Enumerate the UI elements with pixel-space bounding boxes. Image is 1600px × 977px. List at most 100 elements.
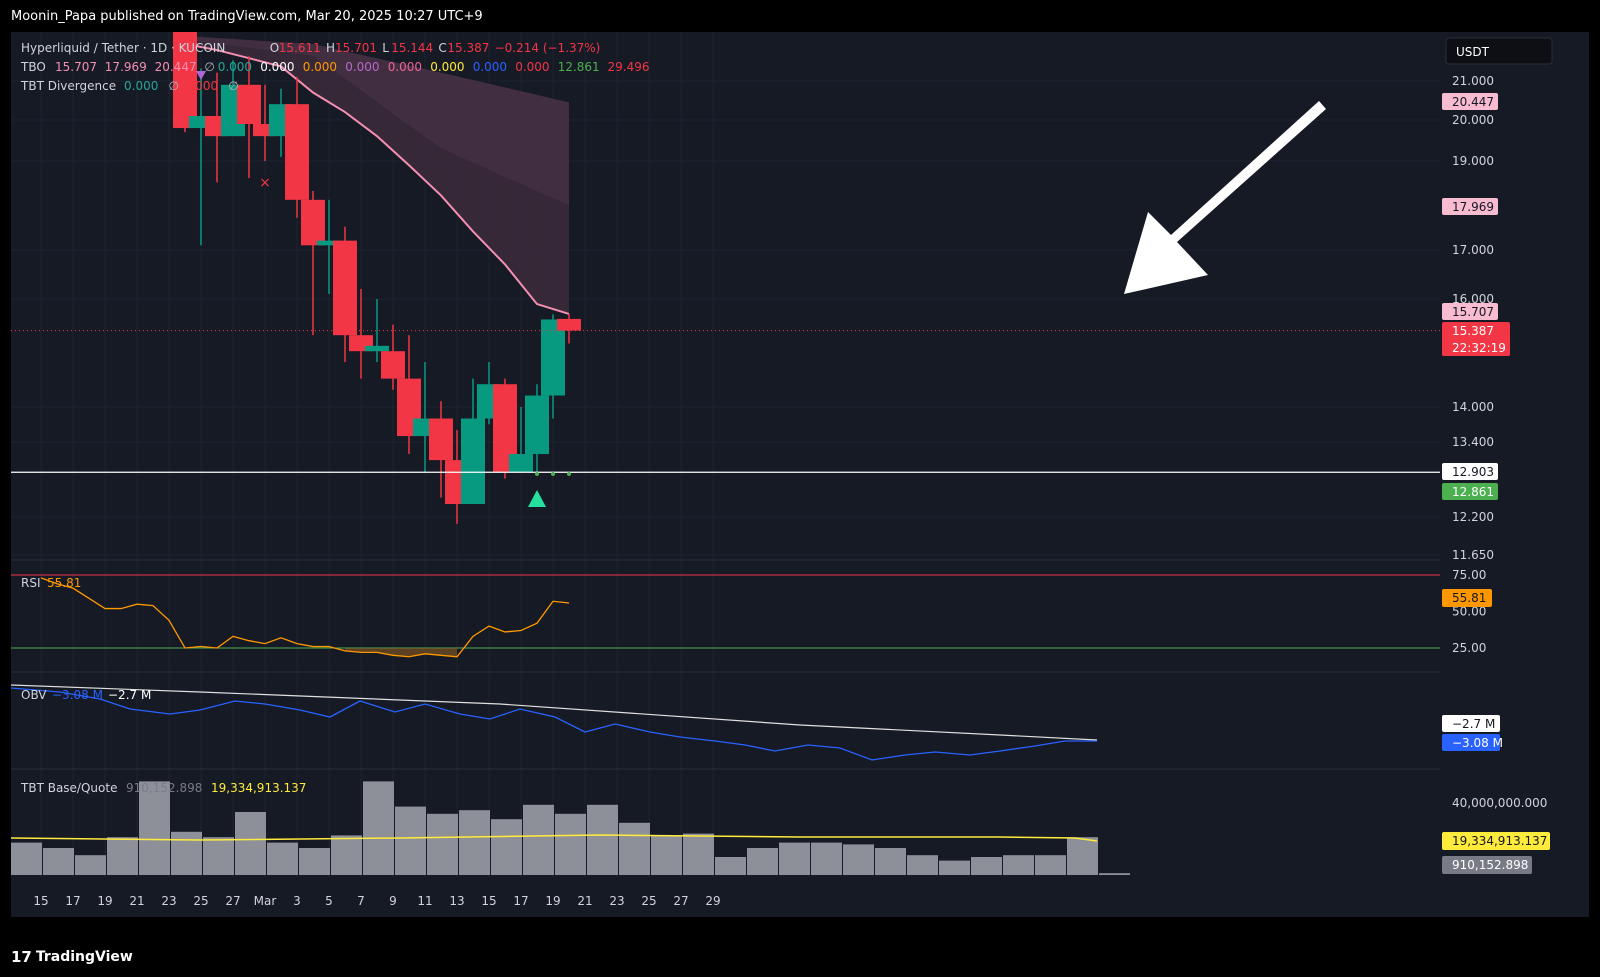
volume-bar (11, 842, 42, 875)
volume-axis-label: 40,000,000.000 (1452, 796, 1547, 810)
price-tick-label: 19.000 (1452, 154, 1494, 168)
obv-tag-label: −3.08 M (1452, 736, 1503, 750)
time-tick-label: 25 (193, 894, 208, 908)
price-tick-label: 11.650 (1452, 548, 1494, 562)
volume-bar (299, 848, 330, 875)
volume-bar (715, 857, 746, 875)
candle-body (429, 418, 453, 461)
candles[interactable] (173, 32, 581, 524)
price-tag (1442, 303, 1498, 320)
rsi-level-label: 25.00 (1452, 641, 1486, 655)
obv-line (10, 687, 1097, 761)
price-axis[interactable]: USDT 21.000 20.000 19.000 17.000 16.000 14.000… (1440, 32, 1589, 917)
volume-bar (491, 819, 522, 875)
legend: Hyperliquid / Tether · 1D · KUCOIN O 15.61… (20, 41, 650, 93)
volume-bar (619, 822, 650, 875)
obv-value: −3.08 M (52, 688, 103, 702)
volume-bar (427, 813, 458, 875)
brand-name: TradingView (35, 949, 133, 965)
candle-body (509, 454, 533, 473)
candle-body (557, 318, 581, 331)
support-dot (567, 472, 571, 476)
arrow-icon (1124, 101, 1326, 294)
candle-body (317, 240, 341, 246)
candle-body (461, 418, 485, 505)
tradingview-logo[interactable]: 𝟭𝟳 TradingView (11, 948, 133, 966)
rsi-pane[interactable]: RSI 55.81 (11, 559, 1589, 658)
volume-bar (555, 813, 586, 875)
volume-pane[interactable]: TBT Base/Quote 910,152.898 19,334,913.137 (10, 768, 1589, 875)
candle-body (301, 199, 325, 246)
time-tick-label: 15 (481, 894, 496, 908)
volume-bar (1099, 873, 1130, 875)
volume-bar (587, 804, 618, 875)
volume-label: TBT Base/Quote (20, 781, 117, 795)
time-tick-label: 25 (641, 894, 656, 908)
time-tick-label: 5 (325, 894, 333, 908)
price-tick-label: 16.000 (1452, 292, 1494, 306)
time-tick-label: 7 (357, 894, 365, 908)
legend-ohlc-value: 15.701 (335, 41, 377, 55)
publisher-bar: Moonin_Papa published on TradingView.com… (0, 0, 1600, 32)
legend-div-value: 0.000 (124, 79, 158, 93)
volume-bar (651, 835, 682, 875)
volume-tag (1442, 832, 1550, 850)
price-tick-label: 20.000 (1452, 113, 1494, 127)
price-tag (1442, 93, 1498, 110)
volume-bar (107, 837, 138, 875)
obv-pane[interactable]: OBV −3.08 M −2.7 M (10, 671, 1589, 761)
price-tag (1442, 483, 1498, 500)
legend-tbo-value: 20.447 (155, 60, 197, 74)
time-tick-label: Mar (254, 894, 277, 908)
currency-label: USDT (1456, 45, 1490, 59)
x-mark-icon: × (259, 175, 271, 191)
chart-canvas[interactable]: × RSI 55.81 OBV −3.08 M −2.7 M TBT Base/Quo… (0, 32, 1600, 937)
overlays: × (11, 71, 1440, 507)
candle-body (365, 345, 389, 352)
volume-ma-line (10, 834, 1098, 842)
volume-bar (811, 842, 842, 875)
price-tag (1442, 198, 1498, 215)
rsi-tag-label: 55.81 (1452, 591, 1486, 605)
volume-tag (1442, 856, 1532, 874)
legend-tbo-value: 0.000 (473, 60, 507, 74)
sell-signal-icon (196, 71, 206, 80)
obv-tag (1442, 715, 1500, 732)
volume-bar (1035, 855, 1066, 875)
legend-tbo-value: 29.496 (608, 60, 650, 74)
legend-tbo-value: 12.861 (558, 60, 600, 74)
price-tag-label: 15.707 (1452, 305, 1494, 319)
obv-tag-label: −2.7 M (1452, 717, 1495, 731)
rsi-value: 55.81 (47, 576, 81, 590)
price-tick-label: 17.000 (1452, 243, 1494, 257)
legend-tbo-value: 0.000 (260, 60, 294, 74)
legend-ohlc-key: L (382, 41, 389, 55)
countdown-label: 22:32:19 (1452, 341, 1506, 355)
support-dot (535, 472, 539, 476)
time-tick-label: 3 (293, 894, 301, 908)
time-tick-label: 11 (417, 894, 432, 908)
legend-ohlc-key: C (438, 41, 446, 55)
candle-body (541, 319, 565, 396)
currency-button (1445, 37, 1553, 65)
volume-bar (523, 804, 554, 875)
price-tag-label: 20.447 (1452, 95, 1494, 109)
price-tick-label: 13.400 (1452, 435, 1494, 449)
legend-ohlc-value: 15.144 (391, 41, 433, 55)
time-tick-label: 27 (673, 894, 688, 908)
time-axis[interactable]: 15 17 19 21 23 25 27 Mar 3 5 7 9 11 13 15 17 19 21 23 25 27 2… (33, 894, 720, 908)
volume-bar (971, 857, 1002, 875)
rsi-level-label: 50.00 (1452, 605, 1486, 619)
cloud-upper-band (185, 36, 569, 206)
time-tick-label: 17 (513, 894, 528, 908)
obv-label: OBV (21, 688, 47, 702)
legend-tbo-value: 17.969 (105, 60, 147, 74)
support-dot (551, 472, 555, 476)
volume-bar (1067, 837, 1098, 875)
candle-body (381, 351, 405, 379)
candle-body (285, 104, 309, 200)
legend-tbo-label: TBO (20, 60, 46, 74)
candle-body (237, 84, 261, 125)
cloud-lower-band (185, 39, 569, 314)
